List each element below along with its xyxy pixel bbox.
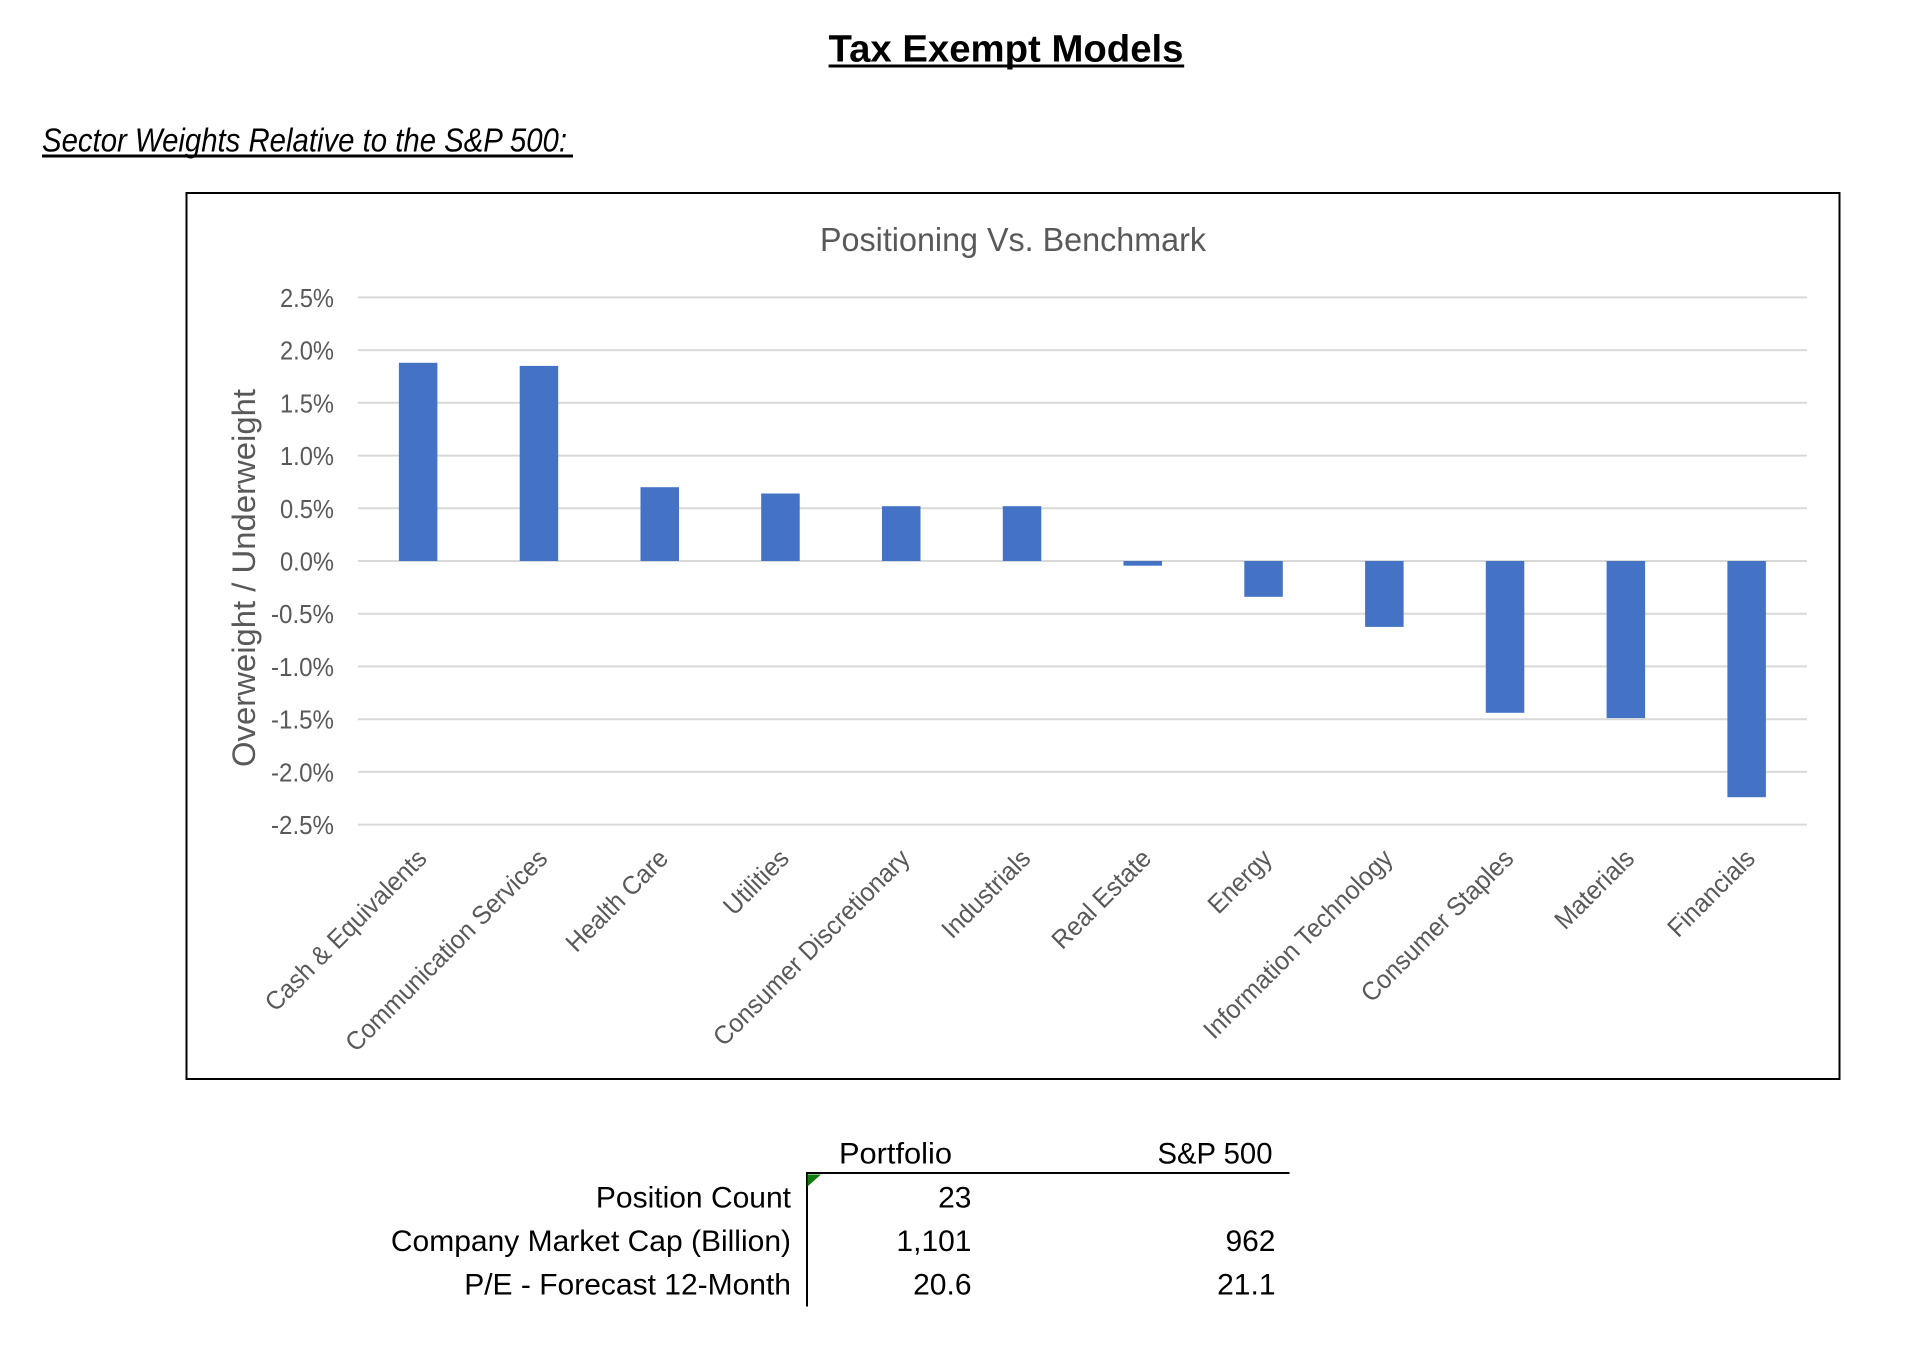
svg-text:P/E - Forecast 12-Month: P/E - Forecast 12-Month [464,1269,791,1302]
svg-text:1.0%: 1.0% [280,441,334,471]
svg-text:-2.0%: -2.0% [271,757,334,787]
svg-text:21.1: 21.1 [1217,1269,1275,1302]
svg-text:-2.5%: -2.5% [271,810,334,840]
svg-text:-0.5%: -0.5% [271,599,334,629]
svg-text:S&P 500: S&P 500 [1158,1138,1273,1171]
svg-text:Tax Exempt Models: Tax Exempt Models [829,29,1184,71]
svg-text:23: 23 [938,1182,971,1215]
svg-text:1,101: 1,101 [896,1225,971,1258]
svg-text:-1.0%: -1.0% [271,652,334,682]
svg-text:Overweight / Underweight: Overweight / Underweight [226,389,262,767]
svg-text:Position Count: Position Count [596,1182,792,1215]
svg-text:1.5%: 1.5% [280,388,334,418]
svg-text:2.0%: 2.0% [280,336,334,366]
svg-text:962: 962 [1225,1225,1275,1258]
svg-text:Company Market Cap (Billion): Company Market Cap (Billion) [391,1225,791,1258]
svg-text:20.6: 20.6 [913,1269,971,1302]
svg-text:Portfolio: Portfolio [839,1138,952,1171]
svg-text:2.5%: 2.5% [280,283,334,313]
svg-text:0.0%: 0.0% [280,547,334,577]
svg-text:Sector Weights Relative to the: Sector Weights Relative to the S&P 500: [42,121,567,158]
svg-text:-1.5%: -1.5% [271,705,334,735]
svg-text:0.5%: 0.5% [280,494,334,524]
svg-text:Positioning Vs. Benchmark: Positioning Vs. Benchmark [820,221,1206,258]
